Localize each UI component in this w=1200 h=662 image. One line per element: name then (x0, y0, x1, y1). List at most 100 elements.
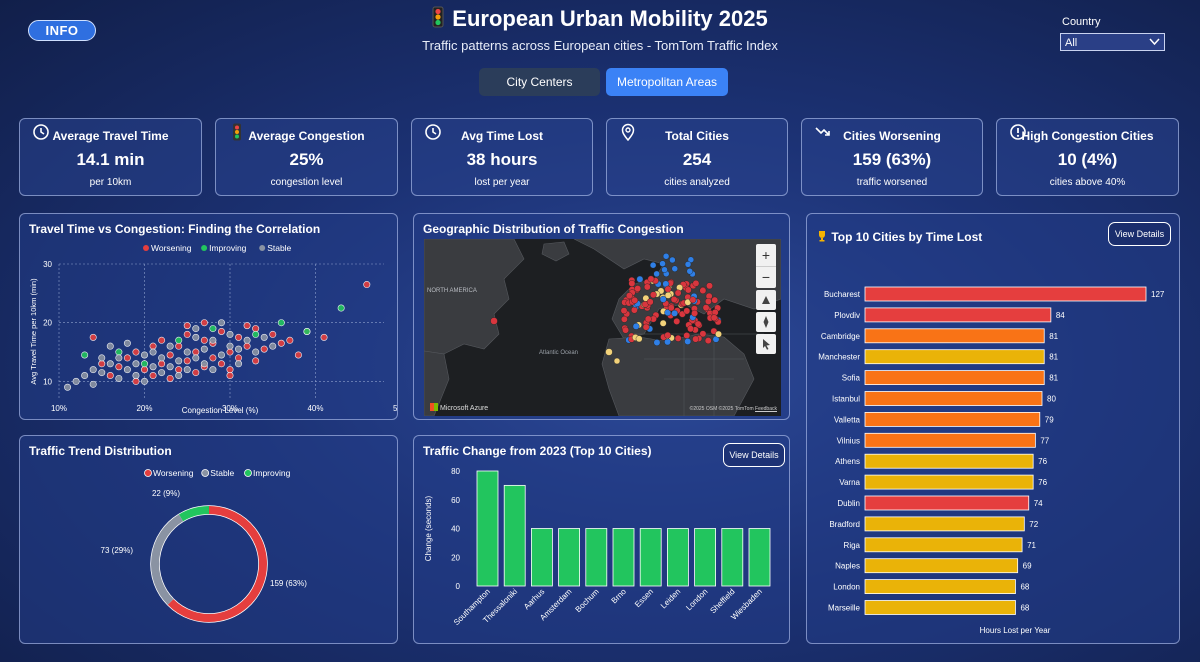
bar-value-label: 74 (1034, 499, 1043, 508)
scatter-point (166, 374, 174, 382)
info-button[interactable]: INFO (28, 20, 96, 41)
scatter-point (209, 336, 217, 344)
map-city-marker (706, 282, 713, 290)
y-tick-label: 30 (43, 260, 52, 269)
compass-icon[interactable] (756, 312, 776, 332)
map-city-marker (644, 315, 652, 323)
hbar (864, 474, 1034, 490)
scatter-point (183, 330, 191, 338)
scatter-point (235, 333, 243, 341)
map-city-marker (630, 306, 638, 314)
bar-category-label: Marseille (828, 604, 861, 613)
donut-slice (167, 506, 267, 622)
scatter-point (192, 369, 200, 377)
map-city-marker (646, 298, 654, 306)
scatter-point (123, 366, 131, 374)
x-tick-label: London (684, 587, 709, 612)
bar-value-label: 68 (1020, 583, 1029, 592)
scatter-chart: Worsening Improving Stable 10% 20% 30% 40% 50% 1… (29, 243, 397, 415)
map-city-marker (674, 334, 682, 342)
clock-icon (32, 123, 50, 141)
change-bar (721, 528, 744, 587)
scatter-point (98, 369, 106, 377)
zoom-out-icon[interactable]: − (756, 266, 776, 289)
top-cities-view-details-button[interactable]: View Details (1108, 222, 1171, 246)
scatter-point (363, 281, 371, 289)
scatter-point (175, 372, 183, 380)
scatter-point (183, 357, 191, 365)
tab-metropolitan-areas[interactable]: Metropolitan Areas (606, 68, 728, 96)
x-axis-label: Hours Lost per Year (980, 626, 1051, 635)
map-city-marker (669, 256, 676, 264)
bar-value-label: 72 (1029, 520, 1038, 529)
scatter-point (132, 377, 140, 385)
scatter-point (98, 354, 106, 362)
top-cities-title-text: Top 10 Cities by Time Lost (831, 230, 983, 244)
map-city-marker (683, 307, 691, 315)
hbar (864, 349, 1045, 365)
scatter-point (132, 372, 140, 380)
scatter-point (235, 354, 243, 362)
scatter-point (89, 366, 97, 374)
scatter-point (183, 322, 191, 330)
scatter-point (260, 345, 268, 353)
legend-marker (143, 245, 149, 251)
donut-slice-label: 159 (63%) (270, 579, 307, 588)
legend-marker (144, 469, 152, 477)
legend-marker (259, 245, 266, 251)
trend-down-arrow-icon (814, 123, 832, 141)
map-select-cursor-icon[interactable] (756, 334, 776, 354)
map-city-marker (659, 260, 666, 267)
bar-value-label: 84 (1056, 311, 1065, 320)
map-city-marker (683, 332, 691, 339)
bar-value-label: 77 (1040, 436, 1049, 445)
scatter-point (89, 333, 97, 341)
scatter-title: Travel Time vs Congestion: Finding the C… (29, 222, 321, 236)
scatter-point (209, 325, 217, 333)
hbar (864, 453, 1034, 469)
bar-category-label: Dublin (837, 499, 860, 508)
scatter-point (320, 333, 328, 341)
x-tick-label: 20% (136, 404, 152, 413)
bar-category-label: Naples (835, 562, 860, 571)
scatter-point (277, 339, 285, 347)
map-city-marker (664, 331, 672, 339)
scatter-point (337, 304, 345, 312)
bar-category-label: Bradford (829, 520, 860, 529)
scatter-point (200, 345, 208, 353)
scatter-point (200, 319, 208, 327)
legend-label: Stable (267, 243, 291, 253)
country-select[interactable]: All (1060, 33, 1165, 51)
hbar (864, 558, 1019, 574)
map-city-marker (664, 309, 672, 316)
zoom-in-icon[interactable]: + (761, 247, 771, 263)
map-pitch-icon[interactable] (756, 290, 776, 310)
traffic-change-view-details-button[interactable]: View Details (723, 443, 785, 467)
map-view[interactable]: NORTH AMERICA Atlantic Ocean + − Microso… (424, 239, 781, 416)
hbar (864, 328, 1045, 344)
map-city-marker (687, 325, 694, 333)
map-city-marker (689, 296, 697, 304)
tab-city-centers[interactable]: City Centers (479, 68, 600, 96)
azure-brand-text: Microsoft Azure (439, 405, 489, 412)
hbar (864, 579, 1016, 595)
map-feedback-link[interactable]: Feedback (755, 406, 777, 412)
scatter-point (252, 325, 260, 333)
map-label-atlantic-ocean: Atlantic Ocean (539, 350, 578, 356)
chevron-down-icon (1149, 35, 1160, 56)
x-axis-label: Congestion Level (%) (182, 406, 259, 415)
kpi-subtitle: cities above 40% (1049, 177, 1126, 188)
kpi-title: Average Travel Time (52, 129, 169, 143)
scatter-point (115, 374, 123, 382)
map-city-marker (715, 330, 722, 338)
bar-category-label: Sofia (842, 374, 861, 383)
change-bar (476, 470, 499, 587)
x-tick-label: Aarhus (522, 587, 546, 611)
bar-category-label: Riga (844, 541, 861, 550)
trend-distribution-title: Traffic Trend Distribution (29, 444, 172, 458)
x-tick-label: 30% (222, 404, 238, 413)
scatter-panel: Travel Time vs Congestion: Finding the C… (19, 213, 398, 420)
scatter-point (217, 328, 225, 336)
x-tick-label: Brno (610, 587, 629, 606)
country-filter-label: Country (1062, 16, 1101, 28)
